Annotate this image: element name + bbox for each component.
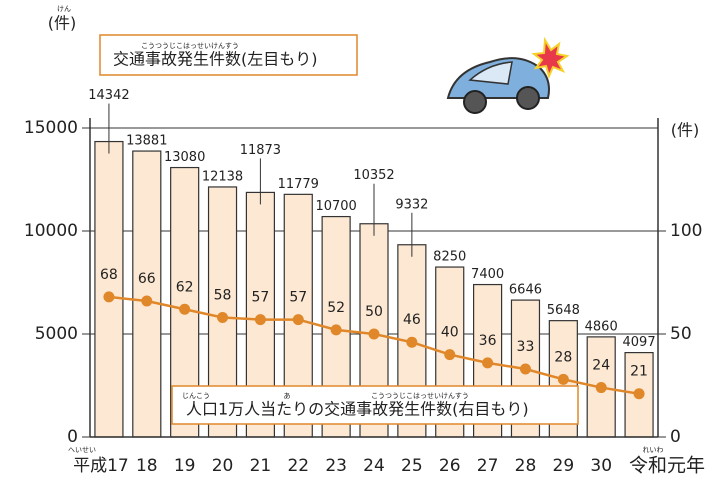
- legend-label: 人口1万人当たりの交通事故発生件数(右目もり): [186, 400, 529, 419]
- y2-tick-label: 50: [670, 324, 692, 344]
- value-label: 10700: [315, 199, 356, 214]
- ruby: けん: [57, 5, 71, 13]
- value-label: 8250: [433, 250, 466, 265]
- bar: [95, 142, 123, 437]
- value-label: 11779: [278, 177, 319, 192]
- ruby: れいわ: [643, 446, 664, 454]
- value-label: 40: [441, 325, 459, 341]
- x-tick-label: 24: [363, 456, 385, 476]
- y-unit: (件): [48, 14, 77, 33]
- point: [293, 314, 304, 325]
- x-tick-label: 平成17: [73, 456, 129, 476]
- y2-tick-label: 0: [670, 427, 681, 447]
- value-label: 13881: [126, 134, 167, 149]
- ruby: へいせい: [68, 446, 96, 454]
- value-label: 4860: [585, 319, 618, 334]
- point: [444, 349, 455, 360]
- legend-label: 交通事故発生件数(左目もり): [113, 50, 318, 69]
- y-tick-label: 5000: [35, 324, 78, 344]
- value-label: 13080: [164, 150, 205, 165]
- point: [255, 314, 266, 325]
- point: [634, 388, 645, 399]
- value-label: 52: [327, 300, 345, 316]
- point: [217, 312, 228, 323]
- point: [406, 337, 417, 348]
- x-tick-label: 28: [515, 456, 537, 476]
- x-tick-label: 令和元年: [629, 455, 705, 477]
- value-label: 33: [517, 339, 535, 355]
- value-label: 62: [176, 279, 194, 295]
- value-label: 36: [479, 333, 497, 349]
- value-label: 57: [251, 290, 269, 306]
- x-tick-label: 23: [325, 456, 347, 476]
- value-label: 24: [592, 358, 610, 374]
- x-tick-label: 22: [287, 456, 309, 476]
- value-label: 11873: [240, 143, 281, 158]
- point: [179, 304, 190, 315]
- point: [558, 374, 569, 385]
- x-tick-label: 18: [136, 456, 158, 476]
- x-tick-label: 30: [590, 456, 612, 476]
- point: [596, 382, 607, 393]
- value-label: 58: [214, 288, 232, 304]
- value-label: 10352: [353, 168, 394, 183]
- point: [482, 357, 493, 368]
- value-label: 7400: [471, 267, 504, 282]
- value-label: 28: [554, 349, 572, 365]
- y2-tick-label: 100: [670, 221, 702, 241]
- y-tick-label: 10000: [24, 221, 78, 241]
- value-label: 57: [289, 290, 307, 306]
- value-label: 66: [138, 271, 156, 287]
- x-tick-label: 21: [250, 456, 272, 476]
- y-tick-label: 15000: [24, 118, 78, 138]
- value-label: 46: [403, 312, 421, 328]
- x-tick-label: 20: [212, 456, 234, 476]
- x-tick-label: 25: [401, 456, 423, 476]
- point: [103, 291, 114, 302]
- x-tick-label: 27: [477, 456, 499, 476]
- chart: 050001000015000050100(件)けん(件)14342138811…: [0, 0, 716, 487]
- point: [369, 329, 380, 340]
- point: [520, 364, 531, 375]
- value-label: 50: [365, 304, 383, 320]
- car-illustration: [448, 40, 567, 113]
- value-label: 4097: [623, 335, 656, 350]
- point: [141, 296, 152, 307]
- value-label: 21: [630, 364, 648, 380]
- value-label: 12138: [202, 169, 243, 184]
- value-label: 9332: [395, 197, 428, 212]
- x-tick-label: 26: [439, 456, 461, 476]
- x-tick-label: 19: [174, 456, 196, 476]
- bar: [133, 151, 161, 437]
- x-tick-label: 29: [553, 456, 575, 476]
- y2-unit: (件): [671, 121, 700, 140]
- value-label: 5648: [547, 303, 580, 318]
- value-label: 6646: [509, 283, 542, 298]
- value-label: 68: [100, 267, 118, 283]
- point: [331, 324, 342, 335]
- value-label: 14342: [88, 88, 129, 103]
- y-tick-label: 0: [67, 427, 78, 447]
